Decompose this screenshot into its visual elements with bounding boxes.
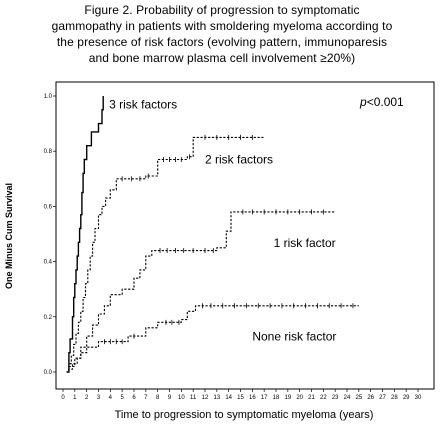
x-tick-label: 17: [261, 395, 268, 401]
x-tick-label: 22: [320, 395, 327, 401]
x-tick-label: 12: [202, 395, 209, 401]
x-tick-label: 10: [178, 395, 185, 401]
x-tick-label: 7: [144, 395, 148, 401]
x-tick-label: 27: [379, 395, 386, 401]
y-tick-label: 0.6: [44, 204, 53, 210]
series-group: [66, 96, 359, 373]
chart-title: Figure 2. Probability of progression to …: [0, 2, 444, 66]
x-tick-label: 9: [168, 395, 172, 401]
series-label-2-risk-factors: 2 risk factors: [205, 153, 273, 167]
x-tick-label: 5: [120, 395, 124, 401]
x-tick-label: 11: [190, 395, 197, 401]
p-value-annotation: p<0.001: [359, 95, 404, 109]
x-tick-label: 30: [415, 395, 422, 401]
x-axis-label: Time to progression to symptomatic myelo…: [115, 409, 374, 421]
x-tick-label: 15: [237, 395, 244, 401]
x-tick-label: 20: [296, 395, 303, 401]
title-line-1: Figure 2. Probability of progression to …: [84, 3, 360, 17]
x-tick-label: 28: [391, 395, 398, 401]
series-label-1-risk-factor: 1 risk factor: [274, 236, 336, 250]
x-tick-label: 19: [284, 395, 291, 401]
x-tick-label: 1: [73, 395, 77, 401]
x-tick-label: 2: [85, 395, 89, 401]
title-line-2: gammopathy in patients with smoldering m…: [51, 19, 393, 33]
series-label-none-risk-factor: None risk factor: [252, 329, 336, 343]
x-tick-label: 18: [273, 395, 280, 401]
axis-ticks: 0 1 2 3 4 5 6 7 8 9 10 11 12 13 14 15 16 17 18 19 20 21 22 23 24…: [44, 94, 422, 401]
x-tick-label: 0: [61, 395, 65, 401]
x-tick-label: 29: [403, 395, 410, 401]
x-tick-label: 6: [132, 395, 136, 401]
title-line-3: the presence of risk factors (evolving p…: [56, 35, 388, 49]
x-tick-label: 13: [213, 395, 220, 401]
x-tick-label: 4: [109, 395, 113, 401]
x-tick-label: 8: [156, 395, 160, 401]
x-tick-label: 25: [355, 395, 362, 401]
y-tick-label: 0.0: [44, 370, 53, 376]
series-line-2-risk-factors: [66, 136, 265, 373]
x-tick-label: 3: [97, 395, 101, 401]
series-label-3-risk-factors: 3 risk factors: [109, 97, 177, 111]
y-tick-label: 1.0: [44, 94, 53, 100]
x-tick-label: 26: [367, 395, 374, 401]
series-line-1-risk-factor: [66, 211, 336, 373]
x-tick-label: 23: [332, 395, 339, 401]
series-line-3-risk-factors: [66, 96, 104, 373]
x-tick-label: 21: [308, 395, 315, 401]
plot-frame: [55, 81, 435, 390]
p-value-text: <0.001: [367, 95, 404, 109]
series-line-none-risk-factor: [66, 305, 359, 373]
x-tick-label: 16: [249, 395, 256, 401]
p-value-prefix: p: [359, 95, 367, 109]
y-tick-label: 0.2: [44, 315, 53, 321]
series-labels: 3 risk factors 2 risk factors 1 risk facto…: [109, 97, 336, 343]
x-tick-label: 24: [344, 395, 351, 401]
y-tick-label: 0.4: [44, 260, 53, 266]
y-tick-label: 0.8: [44, 149, 53, 155]
title-line-4: and bone marrow plasma cell involvement …: [88, 51, 356, 65]
y-axis-label: One Minus Cum Survival: [4, 183, 14, 289]
x-tick-label: 14: [225, 395, 232, 401]
